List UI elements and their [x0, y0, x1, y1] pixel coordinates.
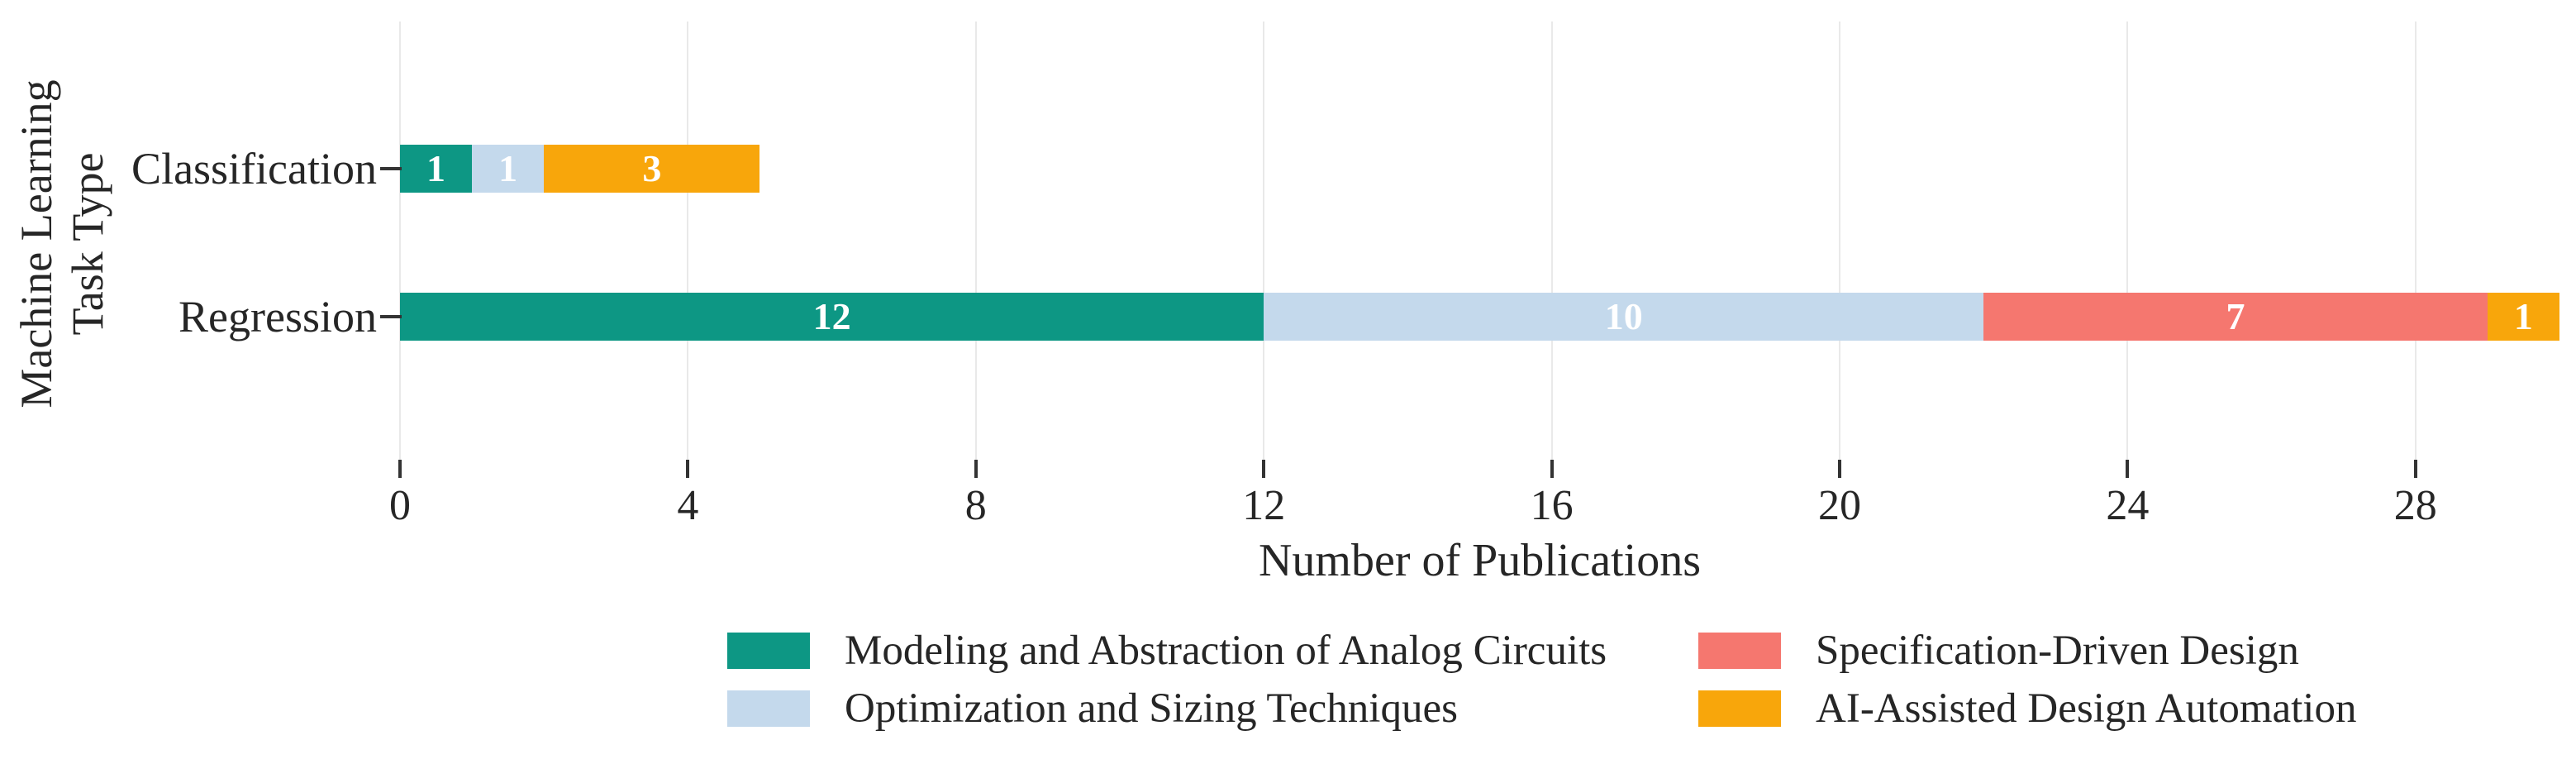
plot-area: 1 1 3 12 10 7 1	[399, 21, 2559, 460]
y-axis-title: Machine Learning Task Type	[11, 79, 113, 408]
x-tick-mark	[686, 460, 690, 478]
bar-value-label: 1	[2513, 295, 2533, 337]
gridline	[687, 21, 689, 460]
gridline	[399, 21, 401, 460]
bar-segment: 1	[2487, 293, 2559, 341]
legend-swatch	[727, 690, 810, 727]
x-tick-label: 16	[1530, 482, 1574, 529]
gridline	[1550, 21, 1553, 460]
x-axis-title: Number of Publications	[1258, 535, 1702, 586]
x-tick-mark	[1550, 460, 1554, 478]
bar-segment: 1	[400, 145, 473, 193]
legend-entry: Specification-Driven Design	[1698, 628, 2356, 673]
bar-segment: 12	[400, 293, 1264, 341]
x-tick-mark	[2126, 460, 2130, 478]
y-axis-title-line2: Task Type	[63, 152, 112, 336]
legend-swatch	[1698, 633, 1781, 669]
bar-row-regression: 12 10 7 1	[400, 293, 2559, 341]
gridline	[974, 21, 977, 460]
legend-label: Optimization and Sizing Techniques	[845, 685, 1458, 732]
bar-value-label: 1	[426, 147, 446, 189]
x-tick-mark	[1838, 460, 1841, 478]
bar-segment: 7	[1983, 293, 2488, 341]
bar-value-label: 3	[642, 147, 662, 189]
legend-swatch	[727, 633, 810, 669]
legend-entry: Optimization and Sizing Techniques	[727, 686, 1607, 731]
gridline	[1263, 21, 1265, 460]
bar-value-label: 7	[2226, 295, 2245, 337]
gridline	[1839, 21, 1840, 460]
y-category-label-classification: Classification	[131, 144, 377, 193]
bar-segment: 3	[544, 145, 760, 193]
x-tick-mark	[2413, 460, 2417, 478]
x-tick-label: 0	[389, 482, 411, 529]
x-tick-label: 20	[1818, 482, 1861, 529]
bar-row-classification: 1 1 3	[400, 145, 760, 193]
x-tick-label: 12	[1242, 482, 1286, 529]
legend-label: AI-Assisted Design Automation	[1816, 685, 2357, 732]
bar-segment: 10	[1264, 293, 1984, 341]
bar-segment: 1	[472, 145, 545, 193]
legend-entry: Modeling and Abstraction of Analog Circu…	[727, 628, 1607, 673]
legend-column-left: Modeling and Abstraction of Analog Circu…	[727, 628, 1607, 731]
legend-swatch	[1698, 690, 1781, 727]
x-tick-label: 8	[964, 482, 987, 529]
y-category-label-regression: Regression	[179, 292, 377, 341]
y-tick-mark	[380, 167, 402, 170]
bar-value-label: 10	[1604, 295, 1643, 337]
bar-value-label: 1	[498, 147, 518, 189]
legend-label: Modeling and Abstraction of Analog Circu…	[845, 628, 1607, 674]
bar-value-label: 12	[812, 295, 851, 337]
x-tick-mark	[398, 460, 402, 478]
legend-entry: AI-Assisted Design Automation	[1698, 686, 2356, 731]
legend-column-right: Specification-Driven Design AI-Assisted D…	[1698, 628, 2356, 731]
x-tick-mark	[1262, 460, 1266, 478]
x-tick-label: 24	[2106, 482, 2150, 529]
legend-label: Specification-Driven Design	[1816, 628, 2299, 674]
y-axis-title-line1: Machine Learning	[12, 79, 61, 408]
x-tick-mark	[974, 460, 978, 478]
gridline	[2126, 21, 2129, 460]
x-tick-label: 4	[677, 482, 699, 529]
y-tick-mark	[380, 315, 402, 318]
x-tick-label: 28	[2393, 482, 2437, 529]
gridline	[2414, 21, 2416, 460]
